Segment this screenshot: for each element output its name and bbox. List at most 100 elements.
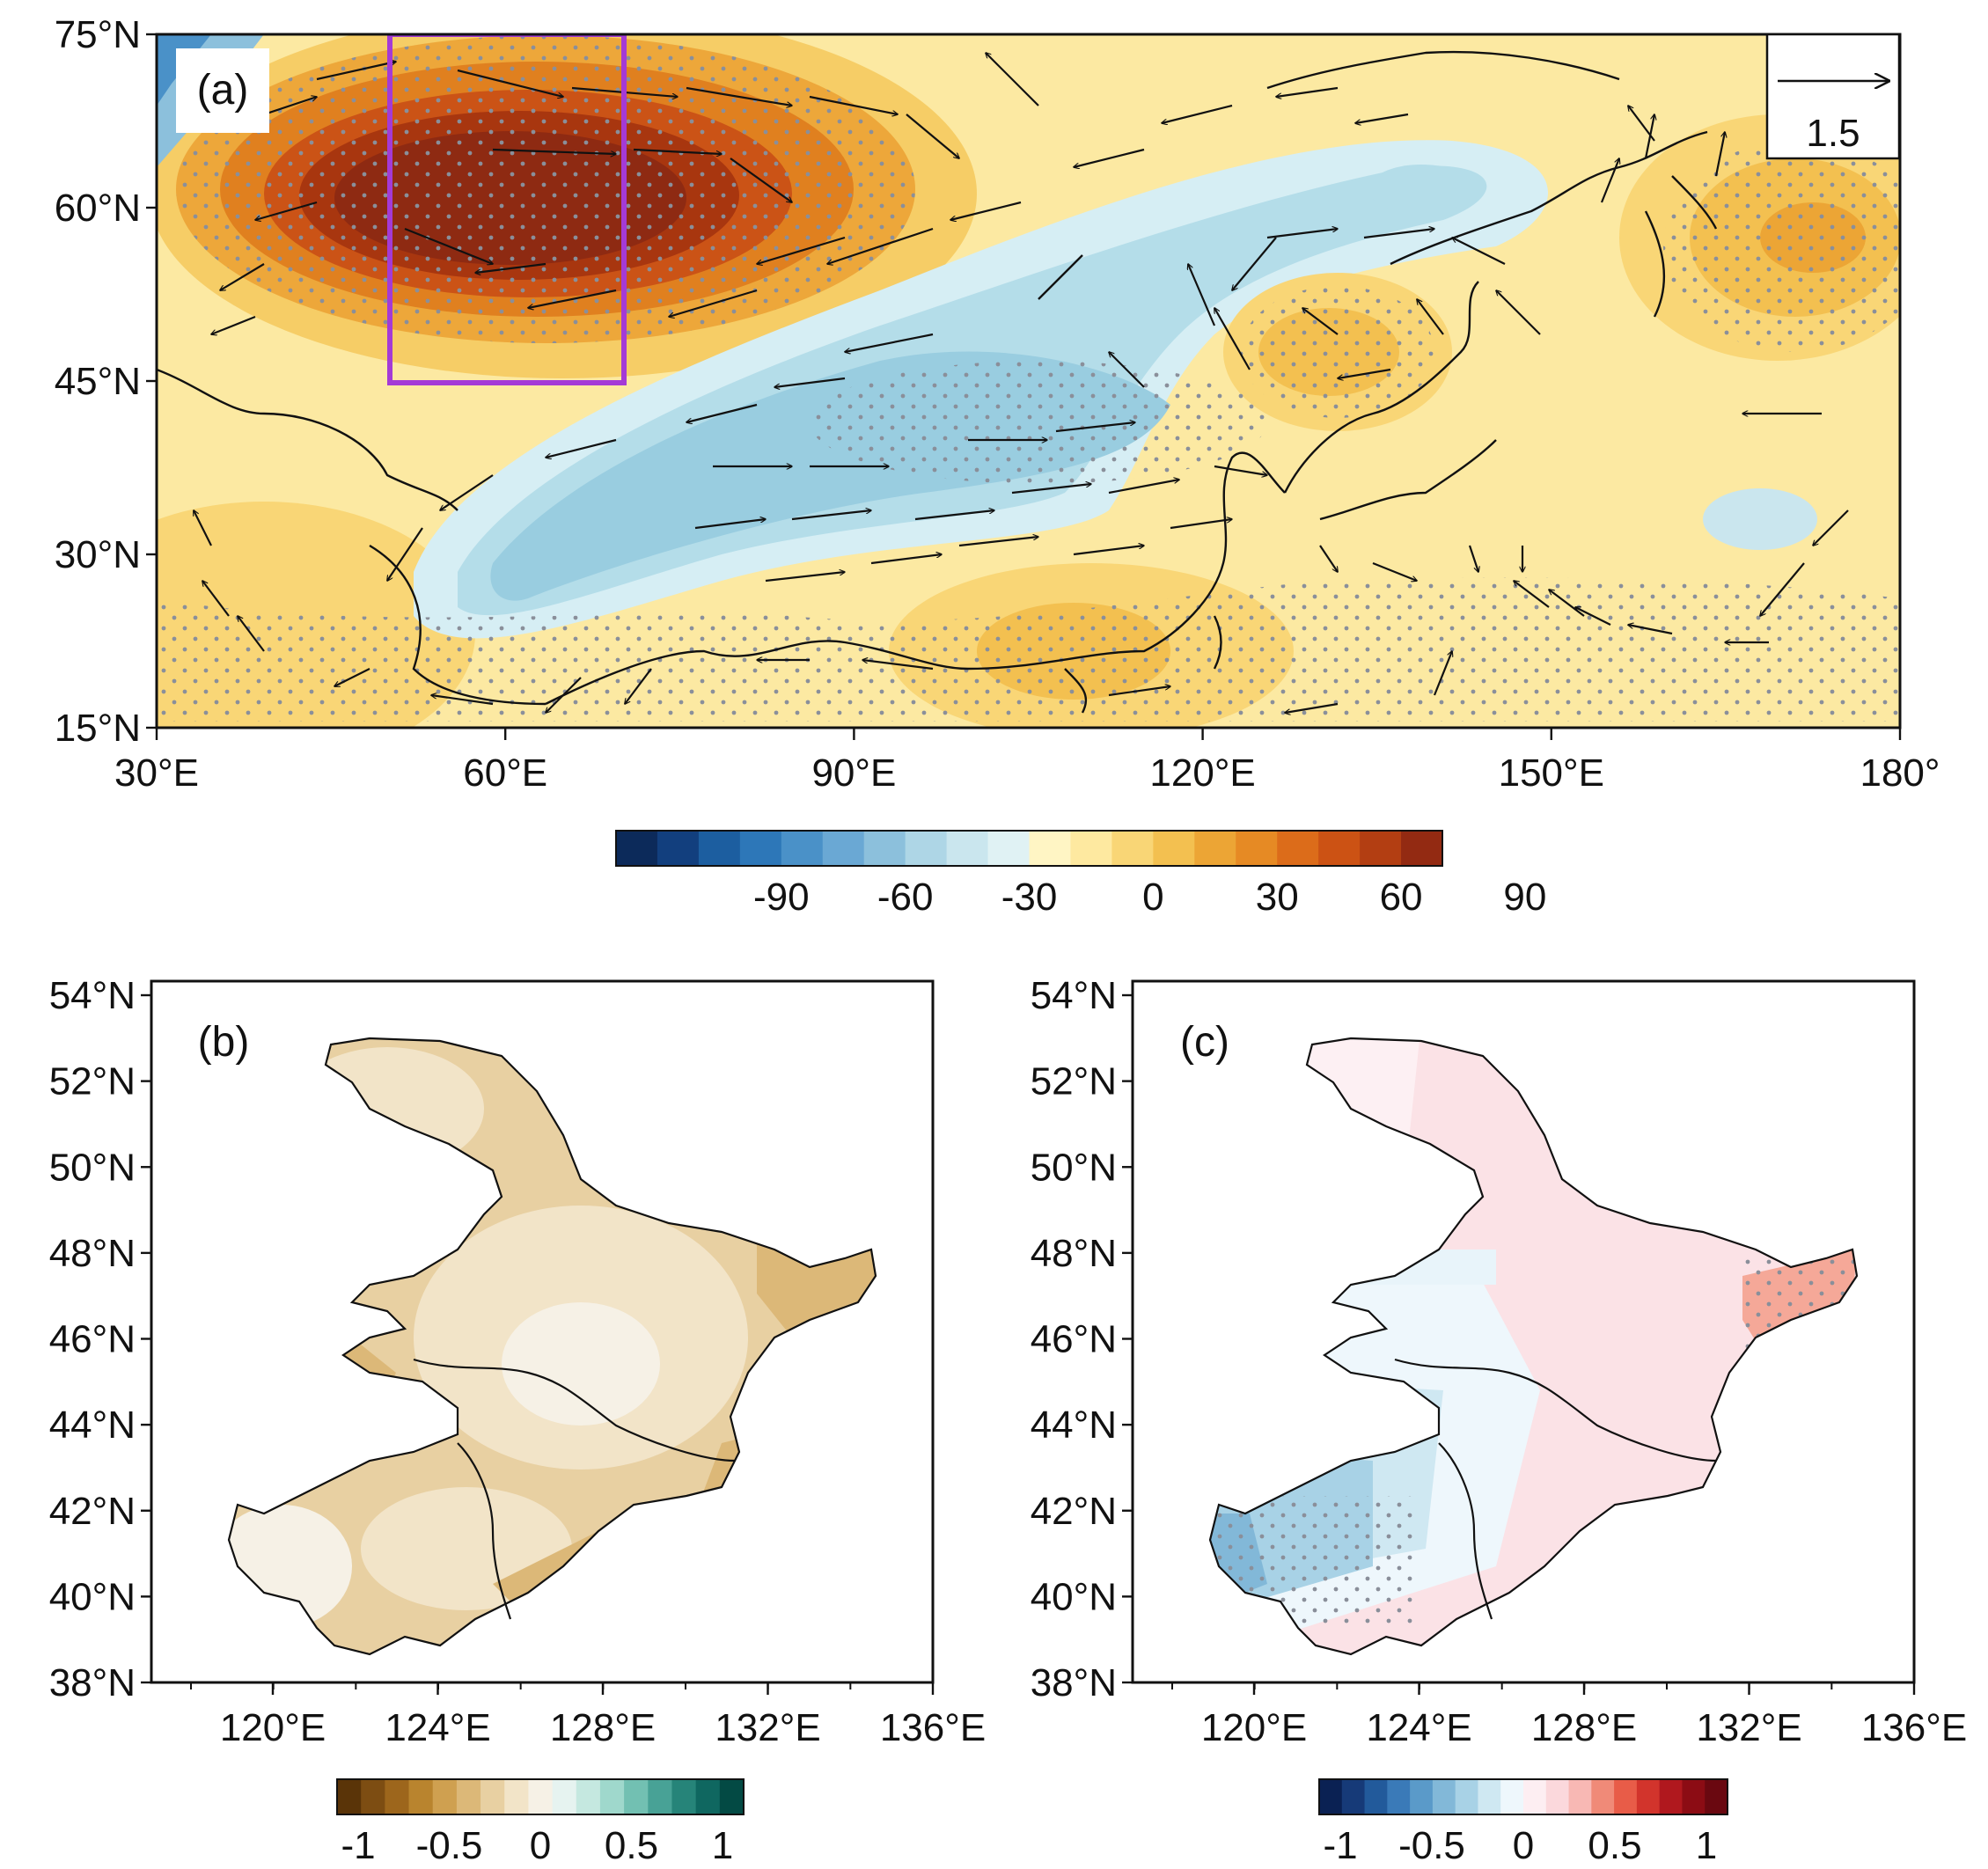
panel-a: (a) 1.5 75°N 60°N 45°N 30°N 15°N 30°E 60°E 90°…: [55, 13, 1940, 919]
lat-label: 75°N: [55, 13, 141, 56]
panel-c-label: (c): [1180, 1019, 1229, 1066]
colorbar-swatch: [1236, 831, 1278, 866]
lat-label: 15°N: [55, 707, 141, 750]
panel-b-frame: [150, 979, 935, 1684]
colorbar-swatch: [624, 1779, 649, 1814]
lon-label: 120°E: [220, 1706, 326, 1749]
colorbar-swatch: [1318, 831, 1361, 866]
colorbar-swatch: [946, 831, 989, 866]
colorbar-swatch: [361, 1779, 385, 1814]
panel-a-colorbar: -90 -60 -30 0 30 60 90: [615, 830, 1546, 919]
colorbar-label: -1: [341, 1824, 375, 1867]
lat-label: 42°N: [1031, 1490, 1117, 1533]
colorbar-swatch: [1478, 1779, 1501, 1814]
lon-label: 90°E: [811, 751, 896, 795]
colorbar-swatch: [576, 1779, 601, 1814]
colorbar-label: -0.5: [416, 1824, 483, 1867]
lat-label: 60°N: [55, 187, 141, 230]
panel-a-lat-axis: 75°N 60°N 45°N 30°N 15°N: [55, 13, 157, 750]
colorbar-swatch: [1545, 1779, 1570, 1814]
colorbar-label: -90: [753, 876, 810, 919]
colorbar-swatch: [1194, 831, 1236, 866]
panel-a-field: [157, 34, 1900, 728]
colorbar-swatch: [739, 831, 782, 866]
reference-vector-box: 1.5: [1765, 33, 1901, 160]
colorbar-swatch: [1523, 1779, 1547, 1814]
colorbar-swatch: [698, 831, 741, 866]
colorbar-swatch: [1029, 831, 1071, 866]
colorbar-swatch: [504, 1779, 529, 1814]
panel-a-label-box: [176, 48, 269, 133]
lat-label: 48°N: [1031, 1232, 1117, 1275]
colorbar-swatch: [987, 831, 1030, 866]
lat-label: 46°N: [49, 1318, 136, 1361]
lon-label: 124°E: [385, 1706, 490, 1749]
panel-a-lon-axis: 30°E 60°E 90°E 120°E 150°E 180°: [114, 728, 1940, 795]
colorbar-label: 1: [712, 1824, 733, 1867]
colorbar-swatch: [863, 831, 906, 866]
colorbar-swatch: [456, 1779, 481, 1814]
lat-label: 48°N: [49, 1232, 136, 1275]
lat-label: 54°N: [1031, 974, 1117, 1017]
colorbar-swatch: [1410, 1779, 1434, 1814]
colorbar-swatch: [1500, 1779, 1524, 1814]
study-region-box: [387, 34, 627, 385]
colorbar-label: 1: [1696, 1824, 1717, 1867]
lon-label: 60°E: [463, 751, 547, 795]
panel-c: (c) 54°N 52°N 50°N 48°N 46°N 44°N 42°N 40°N 38°N…: [1031, 974, 1967, 1867]
colorbar-outline: [615, 830, 1443, 867]
panel-c-frame: [1131, 979, 1916, 1684]
colorbar-swatch: [385, 1779, 410, 1814]
panel-a-stippling: [157, 35, 1900, 722]
colorbar-label: 30: [1256, 876, 1299, 919]
colorbar-swatch: [1364, 1779, 1388, 1814]
lon-label: 136°E: [1861, 1706, 1967, 1749]
panel-c-lat-axis: 54°N 52°N 50°N 48°N 46°N 44°N 42°N 40°N 38°N: [1031, 974, 1133, 1704]
panel-c-colorbar: -1 -0.5 0 0.5 1: [1318, 1778, 1728, 1867]
colorbar-swatch: [1387, 1779, 1411, 1814]
colorbar-swatch: [1432, 1779, 1456, 1814]
lat-label: 50°N: [49, 1146, 136, 1189]
panel-c-map: [1208, 1037, 1859, 1656]
colorbar-swatch: [408, 1779, 434, 1814]
panel-a-label: (a): [197, 67, 249, 114]
colorbar-swatch: [480, 1779, 505, 1814]
lat-label: 42°N: [49, 1490, 136, 1533]
colorbar-label: -0.5: [1398, 1824, 1465, 1867]
colorbar-label: -60: [877, 876, 934, 919]
colorbar-label: 0.5: [605, 1824, 658, 1867]
panel-c-lon-axis: 120°E 124°E 128°E 132°E 136°E: [1171, 1682, 1967, 1749]
colorbar-swatch: [1636, 1779, 1661, 1814]
lat-label: 52°N: [1031, 1060, 1117, 1103]
colorbar-swatch: [695, 1779, 721, 1814]
lon-label: 132°E: [1696, 1706, 1801, 1749]
colorbar-swatch: [719, 1779, 745, 1814]
colorbar-swatch: [781, 831, 824, 866]
colorbar-swatch: [599, 1779, 625, 1814]
lon-label: 150°E: [1499, 751, 1604, 795]
colorbar-outline: [336, 1778, 745, 1815]
colorbar-swatch: [432, 1779, 458, 1814]
lon-label: 128°E: [550, 1706, 656, 1749]
lon-label: 136°E: [880, 1706, 986, 1749]
lat-label: 54°N: [49, 974, 136, 1017]
lon-label: 124°E: [1366, 1706, 1471, 1749]
colorbar-swatch: [1659, 1779, 1683, 1814]
lat-label: 40°N: [1031, 1575, 1117, 1618]
colorbar-swatch: [1455, 1779, 1478, 1814]
lat-label: 40°N: [49, 1575, 136, 1618]
colorbar-swatch: [1682, 1779, 1706, 1814]
colorbar-swatch: [1614, 1779, 1638, 1814]
lon-label: 120°E: [1149, 751, 1255, 795]
lat-label: 46°N: [1031, 1318, 1117, 1361]
lon-label: 120°E: [1201, 1706, 1307, 1749]
colorbar-swatch: [616, 831, 658, 866]
panel-b-lat-axis: 54°N 52°N 50°N 48°N 46°N 44°N 42°N 40°N 38°N: [49, 974, 151, 1704]
colorbar-label: -30: [1001, 876, 1058, 919]
colorbar-label: -1: [1323, 1824, 1357, 1867]
lat-label: 50°N: [1031, 1146, 1117, 1189]
colorbar-swatch: [552, 1779, 577, 1814]
colorbar-label: 60: [1380, 876, 1423, 919]
reference-vector-value: 1.5: [1806, 112, 1860, 155]
